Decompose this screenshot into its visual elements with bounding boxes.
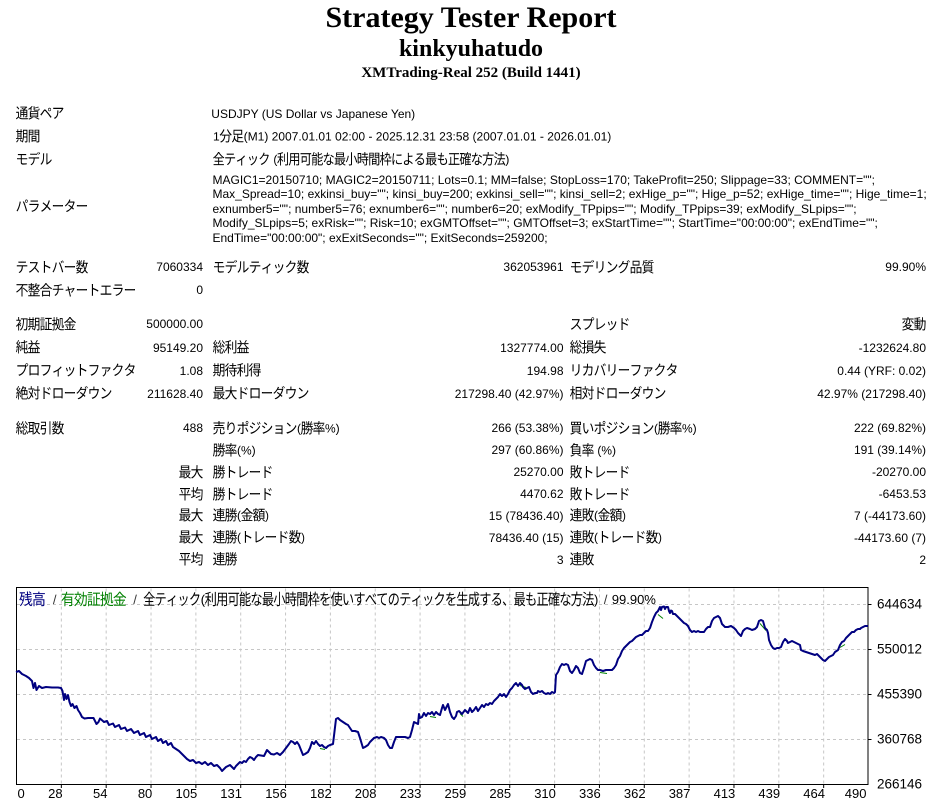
svg-text:0: 0 bbox=[18, 786, 25, 801]
svg-text:550012: 550012 bbox=[877, 641, 922, 656]
svg-text:156: 156 bbox=[265, 786, 287, 801]
svg-text:266146: 266146 bbox=[877, 776, 922, 791]
svg-text:387: 387 bbox=[669, 786, 691, 801]
svg-text:285: 285 bbox=[489, 786, 511, 801]
svg-text:80: 80 bbox=[138, 786, 152, 801]
svg-text:455390: 455390 bbox=[877, 686, 922, 701]
svg-text:28: 28 bbox=[48, 786, 62, 801]
svg-text:182: 182 bbox=[310, 786, 332, 801]
svg-text:464: 464 bbox=[803, 786, 825, 801]
svg-text:259: 259 bbox=[444, 786, 466, 801]
svg-text:490: 490 bbox=[845, 786, 867, 801]
svg-text:413: 413 bbox=[714, 786, 736, 801]
svg-text:105: 105 bbox=[175, 786, 197, 801]
svg-text:336: 336 bbox=[579, 786, 601, 801]
svg-text:439: 439 bbox=[758, 786, 780, 801]
svg-text:131: 131 bbox=[220, 786, 242, 801]
svg-text:360768: 360768 bbox=[877, 731, 922, 746]
svg-text:362: 362 bbox=[624, 786, 646, 801]
svg-text:233: 233 bbox=[400, 786, 422, 801]
svg-text:644634: 644634 bbox=[877, 596, 923, 611]
svg-text:310: 310 bbox=[534, 786, 556, 801]
svg-text:54: 54 bbox=[93, 786, 107, 801]
svg-text:208: 208 bbox=[355, 786, 377, 801]
